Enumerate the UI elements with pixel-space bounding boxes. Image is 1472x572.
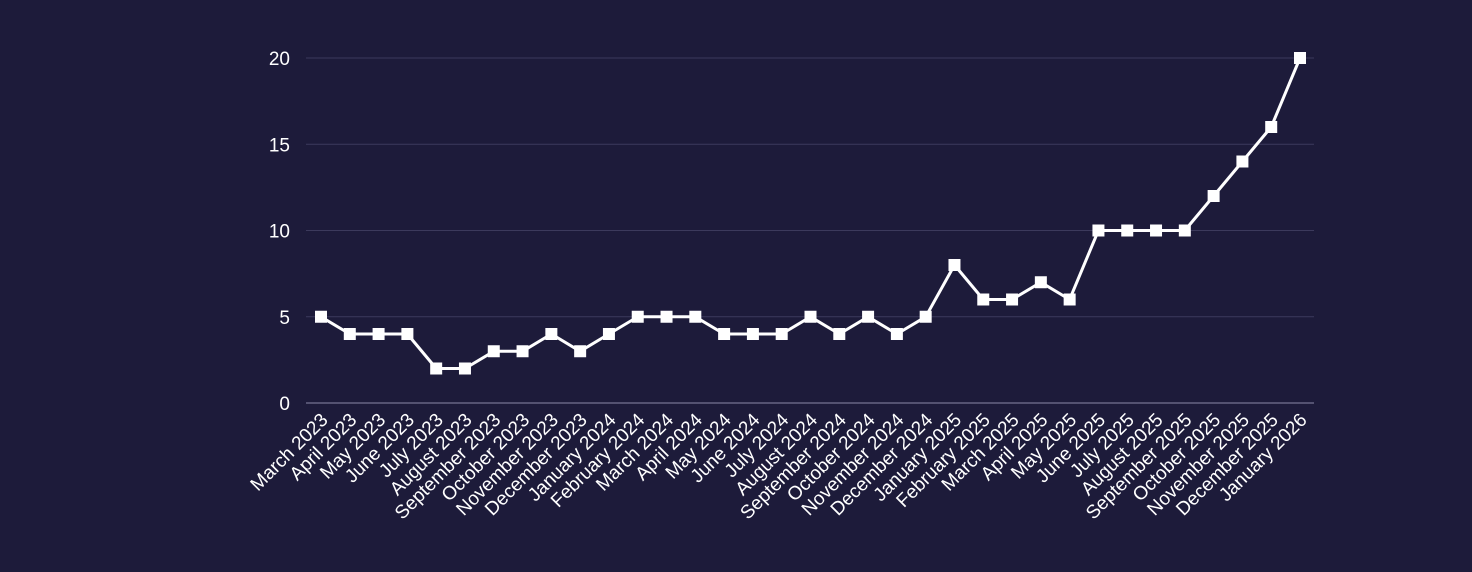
data-point-marker (430, 362, 443, 375)
data-point-marker (977, 293, 990, 306)
data-point-marker (660, 310, 673, 323)
data-point-marker (602, 328, 615, 340)
data-point-marker (1294, 52, 1306, 64)
data-point-marker (343, 328, 356, 340)
grid-lines (306, 57, 1314, 404)
data-point-marker (718, 328, 731, 340)
series-markers (315, 52, 1306, 375)
data-point-marker (401, 328, 414, 340)
y-tick-label: 10 (269, 222, 290, 243)
data-point-marker (746, 328, 759, 340)
data-point-marker (1236, 155, 1249, 168)
y-tick-label: 0 (279, 394, 290, 415)
data-point-marker (890, 328, 903, 340)
data-point-marker (1034, 276, 1047, 289)
data-point-marker (804, 310, 817, 323)
data-point-marker (372, 328, 385, 340)
data-point-marker (516, 345, 529, 358)
data-point-marker (1006, 293, 1019, 306)
data-point-marker (1150, 224, 1163, 237)
data-point-marker (1063, 293, 1076, 306)
data-point-marker (1178, 224, 1191, 237)
data-point-marker (1207, 190, 1220, 202)
data-point-marker (574, 345, 587, 358)
data-point-marker (631, 310, 644, 323)
data-point-marker (689, 310, 702, 323)
data-point-marker (545, 328, 558, 340)
y-axis-tick-labels: 0 5 10 15 20 (269, 49, 290, 415)
y-tick-label: 5 (279, 308, 290, 329)
data-point-marker (487, 345, 500, 358)
data-point-marker (1121, 224, 1134, 237)
data-point-marker (833, 328, 846, 340)
data-point-marker (775, 328, 788, 340)
y-tick-label: 15 (269, 135, 290, 156)
data-point-marker (919, 310, 932, 323)
y-tick-label: 20 (269, 49, 290, 70)
data-point-marker (1092, 224, 1105, 237)
data-point-marker (458, 362, 471, 375)
data-point-marker (315, 310, 327, 323)
data-point-marker (1265, 121, 1278, 133)
data-point-marker (948, 259, 961, 271)
data-point-marker (862, 310, 875, 323)
